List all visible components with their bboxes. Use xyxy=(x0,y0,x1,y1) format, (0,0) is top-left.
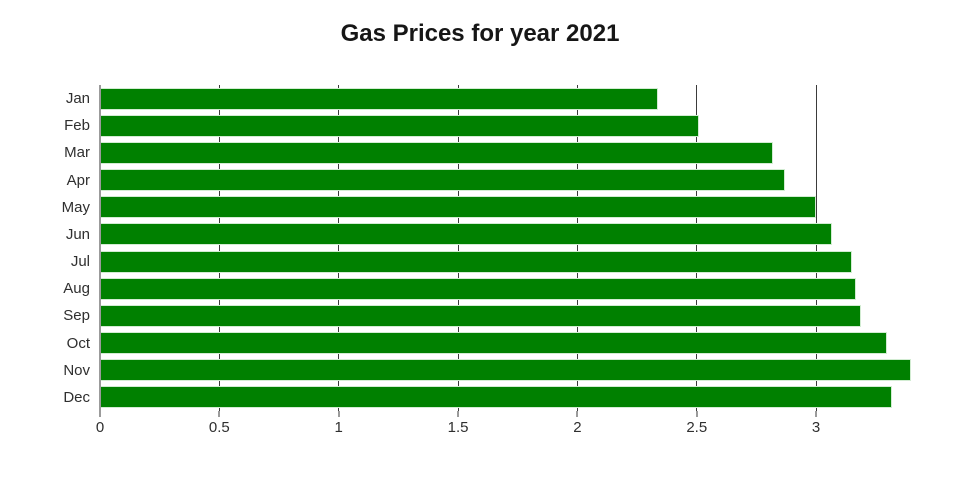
y-label-apr: Apr xyxy=(66,171,90,189)
y-label-oct: Oct xyxy=(66,334,90,352)
x-tick-0 xyxy=(99,411,101,417)
gridline-2.5 xyxy=(696,85,698,411)
x-tick-label-3: 3 xyxy=(811,419,821,436)
bar-mar xyxy=(100,141,773,164)
gridline-1.5 xyxy=(457,85,459,411)
bar-jan xyxy=(100,87,659,110)
bar-jun xyxy=(100,223,833,246)
y-label-sep: Sep xyxy=(63,307,90,325)
gridline-0.5 xyxy=(218,85,220,411)
bar-oct xyxy=(100,332,888,355)
x-tick-1.5 xyxy=(457,411,460,417)
y-label-feb: Feb xyxy=(64,117,90,135)
gridline-3 xyxy=(815,85,817,411)
x-axis-ticks xyxy=(99,411,945,419)
bar-apr xyxy=(100,169,785,192)
bar-dec xyxy=(100,386,893,409)
x-tick-2 xyxy=(576,411,579,417)
x-tick-3 xyxy=(815,411,818,417)
x-tick-label-2: 2 xyxy=(573,419,582,436)
x-tick-0.5 xyxy=(218,411,221,417)
x-tick-label-0: 0 xyxy=(95,419,105,436)
y-label-may: May xyxy=(61,198,90,216)
y-label-jun: Jun xyxy=(65,225,90,243)
bar-jul xyxy=(100,250,852,273)
x-tick-label-1: 1 xyxy=(334,419,343,436)
bar-sep xyxy=(100,304,862,327)
x-tick-2.5 xyxy=(695,411,698,417)
plot-area xyxy=(99,85,945,411)
y-label-aug: Aug xyxy=(63,280,90,298)
x-tick-label-0.5: 0.5 xyxy=(208,419,230,436)
gridline-1 xyxy=(338,85,340,411)
y-label-nov: Nov xyxy=(63,361,90,379)
y-label-dec: Dec xyxy=(63,388,90,406)
y-label-jul: Jul xyxy=(70,253,90,271)
gridline-2 xyxy=(576,85,578,411)
bar-feb xyxy=(100,114,699,137)
x-tick-label-2.5: 2.5 xyxy=(686,419,708,436)
chart-title: Gas Prices for year 2021 xyxy=(340,20,620,47)
y-label-jan: Jan xyxy=(65,90,90,108)
bar-may xyxy=(100,196,816,219)
y-label-mar: Mar xyxy=(64,144,90,162)
x-axis-tick-labels: 0 0.5 1 1.5 2 2.5 3 xyxy=(96,419,945,439)
x-tick-1 xyxy=(337,411,340,417)
bar-aug xyxy=(100,277,857,300)
x-tick-label-1.5: 1.5 xyxy=(447,419,469,436)
bar-nov xyxy=(100,359,912,382)
y-axis-line xyxy=(99,85,101,411)
y-axis-labels: Jan Feb Mar Apr May Jun Jul Aug Sep Oct Nov Dec xyxy=(0,85,95,411)
